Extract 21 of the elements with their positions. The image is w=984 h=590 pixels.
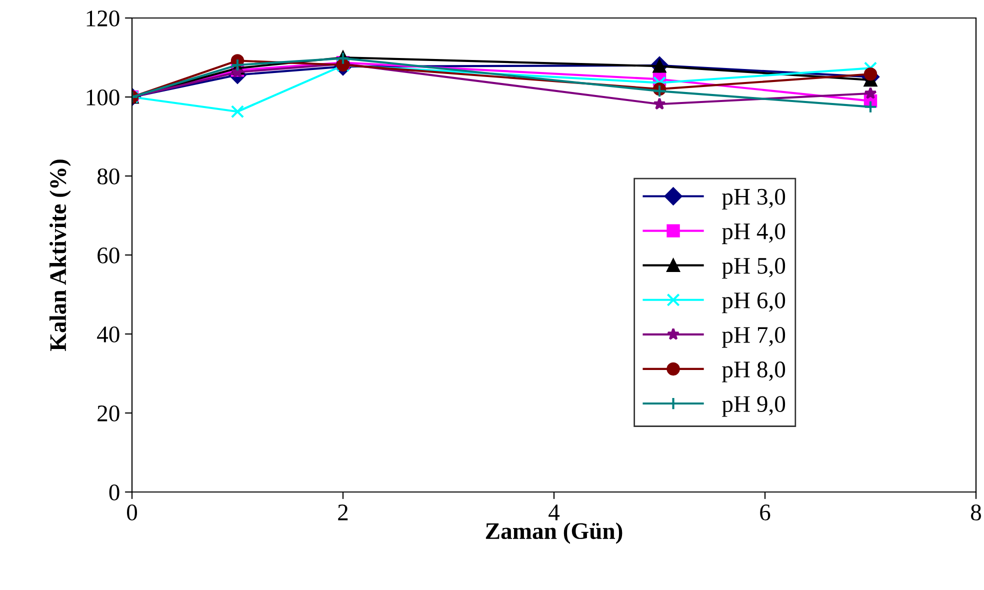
x-axis-title: Zaman (Gün) bbox=[486, 522, 622, 544]
x-tick-label: 4 bbox=[548, 504, 560, 520]
legend-label: pH 4,0 bbox=[722, 223, 786, 244]
legend-label: pH 3,0 bbox=[722, 188, 786, 210]
y-tick-label: 100 bbox=[86, 89, 120, 106]
legend-label: pH 8,0 bbox=[722, 362, 786, 382]
y-tick-label: 120 bbox=[86, 10, 120, 26]
y-tick-label: 0 bbox=[109, 484, 120, 500]
x-tick-label: 2 bbox=[338, 504, 348, 520]
legend-label: pH 6,0 bbox=[722, 292, 786, 314]
y-axis-title: Kalan Aktivite (%) bbox=[49, 160, 71, 352]
y-tick-label: 80 bbox=[97, 168, 120, 184]
y-tick-label: 40 bbox=[97, 326, 120, 342]
y-tick-label: 20 bbox=[98, 405, 120, 422]
y-tick-label: 60 bbox=[98, 247, 120, 264]
x-tick-label: 8 bbox=[970, 504, 982, 520]
legend-label: pH 9,0 bbox=[722, 396, 786, 417]
x-tick-label: 0 bbox=[126, 504, 138, 520]
x-tick-label: 6 bbox=[760, 504, 770, 520]
legend-label: pH 7,0 bbox=[722, 326, 786, 348]
legend-label: pH 5,0 bbox=[722, 258, 786, 279]
